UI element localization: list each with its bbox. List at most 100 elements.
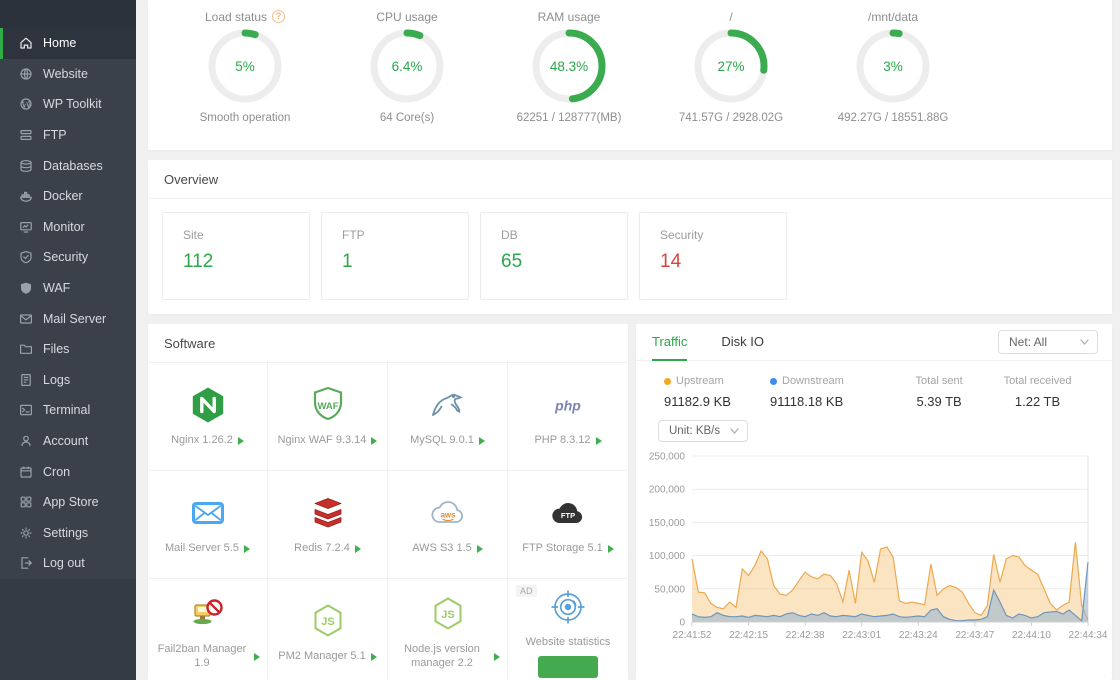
legend-dot <box>770 378 777 385</box>
sidebar-item-terminal[interactable]: Terminal <box>0 395 136 426</box>
logout-icon <box>19 556 33 570</box>
software-item-website-statistics[interactable]: ADWebsite statistics <box>508 579 628 680</box>
sidebar-item-docker[interactable]: Docker <box>0 181 136 212</box>
sidebar-footer <box>0 579 136 680</box>
sidebar-item-monitor[interactable]: Monitor <box>0 212 136 243</box>
gauge-donut: 3% <box>855 28 931 104</box>
sidebar-item-security[interactable]: Security <box>0 242 136 273</box>
sidebar-item-settings[interactable]: Settings <box>0 518 136 549</box>
gauge-title: RAM usage <box>538 9 601 24</box>
software-item-mail-server-5-5[interactable]: Mail Server 5.5 <box>148 471 268 579</box>
sidebar-item-waf[interactable]: WAF <box>0 273 136 304</box>
sidebar-item-website[interactable]: Website <box>0 59 136 90</box>
software-item-fail2ban-manager-1-9[interactable]: Fail2ban Manager 1.9 <box>148 579 268 680</box>
overview-card-ftp[interactable]: FTP 1 <box>321 212 469 300</box>
sidebar-menu: HomeWebsiteWP ToolkitFTPDatabasesDockerM… <box>0 28 136 579</box>
unit-select-value: Unit: KB/s <box>669 425 720 437</box>
software-item-nginx-1-26-2[interactable]: Nginx 1.26.2 <box>148 363 268 471</box>
play-icon[interactable] <box>596 437 602 445</box>
sidebar-item-label: Home <box>43 36 76 50</box>
software-item-ftp-storage-5-1[interactable]: FTPFTP Storage 5.1 <box>508 471 628 579</box>
gauge-subtitle: 64 Core(s) <box>380 112 434 124</box>
overview-card-security[interactable]: Security14 <box>639 212 787 300</box>
wordpress-icon <box>19 97 33 111</box>
net-select-value: Net: All <box>1009 335 1047 349</box>
sidebar-item-home[interactable]: Home <box>0 28 136 59</box>
play-icon[interactable] <box>254 653 260 661</box>
traffic-stat-downstream: Downstream91118.18 KB <box>770 375 891 409</box>
play-icon[interactable] <box>238 437 244 445</box>
sidebar-item-account[interactable]: Account <box>0 426 136 457</box>
sidebar-item-wp-toolkit[interactable]: WP Toolkit <box>0 89 136 120</box>
install-button[interactable] <box>538 656 598 678</box>
sidebar-item-label: Terminal <box>43 403 90 417</box>
sidebar-item-cron[interactable]: Cron <box>0 456 136 487</box>
play-icon[interactable] <box>494 653 500 661</box>
sidebar-item-files[interactable]: Files <box>0 334 136 365</box>
svg-text:JS: JS <box>321 616 334 628</box>
legend-dot <box>664 378 671 385</box>
gauge-value: 5% <box>207 28 283 104</box>
sidebar-item-logs[interactable]: Logs <box>0 365 136 396</box>
software-item-label: Nginx WAF 9.3.14 <box>278 434 367 448</box>
software-item-node-js-version-manager-2-2[interactable]: JSNode.js version manager 2.2 <box>388 579 508 680</box>
svg-text:FTP: FTP <box>561 511 575 520</box>
card-value: 1 <box>342 251 468 273</box>
svg-text:WAF: WAF <box>317 401 338 412</box>
software-item-label: Node.js version manager 2.2 <box>396 643 489 671</box>
nginx-icon <box>188 385 228 425</box>
monitor-icon <box>19 220 33 234</box>
help-icon[interactable]: ? <box>272 10 285 23</box>
stat-value: 1.22 TB <box>987 394 1088 409</box>
folder-icon <box>19 342 33 356</box>
svg-text:22:43:01: 22:43:01 <box>842 630 881 641</box>
gauge-cpu-usage: CPU usage6.4%64 Core(s) <box>326 0 488 150</box>
play-icon[interactable] <box>479 437 485 445</box>
traffic-stat-total-sent: Total sent5.39 TB <box>891 375 987 409</box>
overview-title: Overview <box>148 160 1112 199</box>
sidebar-item-databases[interactable]: Databases <box>0 150 136 181</box>
sidebar-item-label: Mail Server <box>43 312 106 326</box>
sidebar-item-label: Settings <box>43 526 88 540</box>
sidebar-item-mail-server[interactable]: Mail Server <box>0 303 136 334</box>
svg-text:22:42:15: 22:42:15 <box>729 630 768 641</box>
gauge-title-text: CPU usage <box>376 10 437 24</box>
play-icon[interactable] <box>371 437 377 445</box>
gauge-title-text: /mnt/data <box>868 10 918 24</box>
software-item-mysql-9-0-1[interactable]: MySQL 9.0.1 <box>388 363 508 471</box>
software-item-nginx-waf-9-3-14[interactable]: WAF Nginx WAF 9.3.14 <box>268 363 388 471</box>
net-select[interactable]: Net: All <box>998 330 1098 354</box>
sidebar-item-log-out[interactable]: Log out <box>0 548 136 579</box>
software-item-pm2-manager-5-1[interactable]: JSPM2 Manager 5.1 <box>268 579 388 680</box>
software-item-aws-s3-1-5[interactable]: awsAWS S3 1.5 <box>388 471 508 579</box>
play-icon[interactable] <box>608 545 614 553</box>
log-icon <box>19 373 33 387</box>
tab-traffic[interactable]: Traffic <box>652 324 687 361</box>
play-icon[interactable] <box>371 653 377 661</box>
database-icon <box>19 159 33 173</box>
svg-text:22:42:38: 22:42:38 <box>786 630 825 641</box>
card-label: FTP <box>342 228 468 242</box>
overview-cards: Site112 FTP 1 DB65Security14 <box>148 199 1112 314</box>
svg-text:22:41:52: 22:41:52 <box>673 630 712 641</box>
play-icon[interactable] <box>477 545 483 553</box>
play-icon[interactable] <box>355 545 361 553</box>
traffic-stat-total-received: Total received1.22 TB <box>987 375 1088 409</box>
traffic-tabs: Traffic Disk IO Net: All <box>636 324 1112 361</box>
sidebar-item-ftp[interactable]: FTP <box>0 120 136 151</box>
sidebar-item-label: WAF <box>43 281 70 295</box>
traffic-panel: Traffic Disk IO Net: All Upstream91182.9… <box>636 324 1112 680</box>
overview-card-site[interactable]: Site112 <box>162 212 310 300</box>
play-icon[interactable] <box>244 545 250 553</box>
app-root: HomeWebsiteWP ToolkitFTPDatabasesDockerM… <box>0 0 1120 680</box>
overview-card-db[interactable]: DB65 <box>480 212 628 300</box>
software-item-redis-7-2-4[interactable]: Redis 7.2.4 <box>268 471 388 579</box>
gauge-ram-usage: RAM usage48.3%62251 / 128777(MB) <box>488 0 650 150</box>
software-item-php-8-3-12[interactable]: phpPHP 8.3.12 <box>508 363 628 471</box>
unit-select[interactable]: Unit: KB/s <box>658 420 748 442</box>
mysql-icon <box>428 385 468 425</box>
tab-disk-io[interactable]: Disk IO <box>721 324 764 361</box>
gauge-title-text: / <box>729 10 732 24</box>
card-value: 14 <box>660 251 786 273</box>
sidebar-item-app-store[interactable]: App Store <box>0 487 136 518</box>
